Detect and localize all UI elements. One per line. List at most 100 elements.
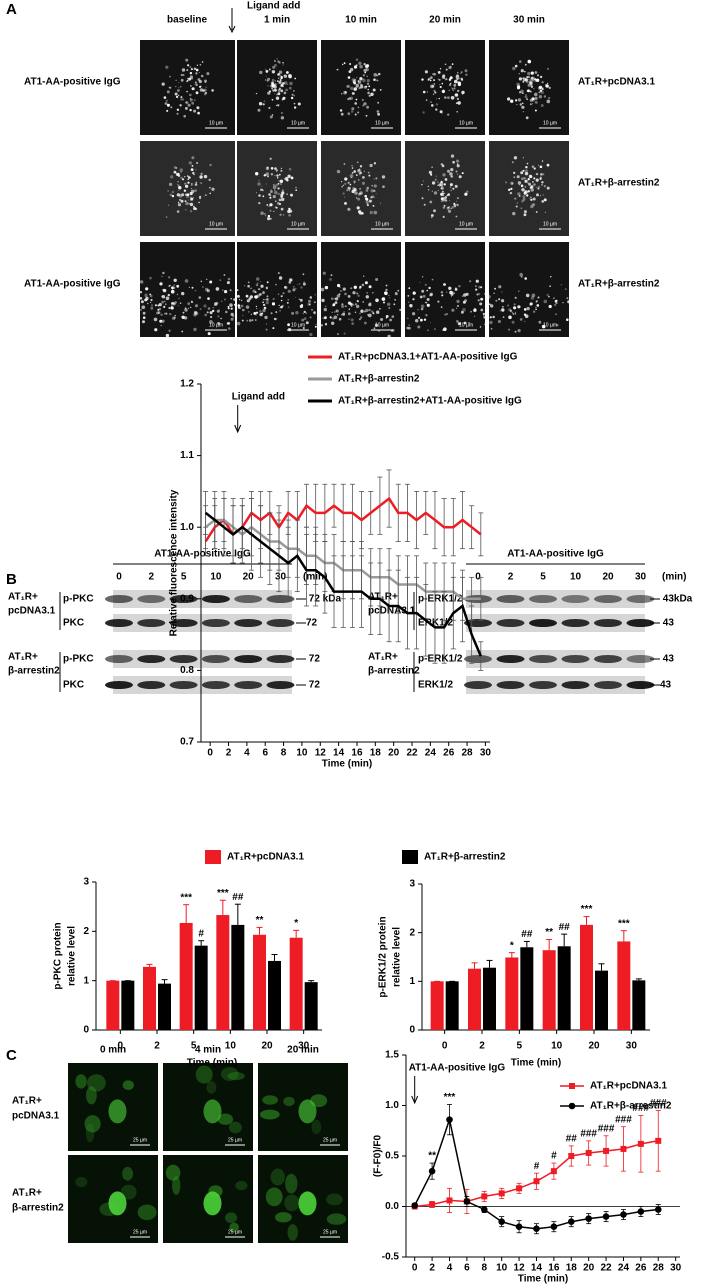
cell <box>122 1080 134 1090</box>
lane-label: 0 <box>116 572 122 583</box>
cell <box>108 1099 127 1124</box>
significance-label: ## <box>566 1134 578 1145</box>
fluorescent-spot <box>532 310 536 313</box>
fluorescent-spot <box>267 214 271 218</box>
fluorescent-spot <box>265 70 269 73</box>
fluorescent-spot <box>359 285 362 289</box>
fluorescent-spot <box>541 88 544 90</box>
x-tick-label: 30 <box>298 1041 310 1052</box>
fluorescent-spot <box>367 91 370 95</box>
fluorescent-spot <box>360 309 364 313</box>
fluorescent-spot <box>176 284 180 288</box>
fluorescent-spot <box>548 304 552 309</box>
legend-label: AT₁R+pcDNA3.1 <box>590 1081 667 1092</box>
fluorescent-spot <box>262 103 265 106</box>
fluorescent-spot <box>286 301 289 304</box>
fluorescent-spot <box>280 193 284 197</box>
fluorescent-spot <box>483 313 486 316</box>
fluorescent-spot <box>182 311 185 314</box>
fluorescent-spot <box>178 193 183 198</box>
fluorescent-spot <box>280 169 283 172</box>
bar <box>121 980 135 1030</box>
fluorescent-spot <box>465 73 468 76</box>
fluorescent-spot <box>451 308 455 312</box>
fluorescent-spot <box>294 287 297 290</box>
fluorescent-spot <box>374 323 378 327</box>
fluorescent-spot <box>544 211 546 213</box>
fluorescent-spot <box>516 82 520 87</box>
fluorescent-spot <box>429 200 433 204</box>
fluorescent-spot <box>428 286 431 290</box>
fluorescent-spot <box>481 298 484 300</box>
fluorescent-spot <box>526 162 529 165</box>
fluorescent-spot <box>375 298 379 303</box>
fluorescent-spot <box>527 59 532 64</box>
bar <box>179 922 193 1030</box>
fluorescent-spot <box>449 76 453 80</box>
fluorescent-spot <box>347 84 351 88</box>
fluorescent-spot <box>526 76 529 79</box>
significance-label: ** <box>256 915 264 926</box>
scale-bar-label: 10 µm <box>375 322 389 328</box>
fluorescent-spot <box>339 286 341 288</box>
error-bar <box>561 933 568 947</box>
fluorescent-spot <box>170 175 174 179</box>
fluorescent-spot <box>139 297 143 300</box>
fluorescent-spot <box>365 308 369 313</box>
fluorescent-spot <box>442 206 446 209</box>
fluorescent-spot <box>444 199 448 202</box>
fluorescent-spot <box>540 173 543 176</box>
fluorescent-spot <box>475 288 478 291</box>
band-name: p-ERK1/2 <box>418 594 463 605</box>
fluorescent-spot <box>514 64 518 68</box>
fluorescent-spot <box>227 277 231 281</box>
x-tick-label: 0 <box>207 748 213 759</box>
fluorescent-spot <box>460 71 463 73</box>
fluorescent-spot <box>277 77 280 79</box>
fluorescent-spot <box>342 312 346 316</box>
fluorescent-spot <box>177 183 179 186</box>
fluorescent-spot <box>535 78 540 83</box>
fluorescent-spot <box>359 191 363 195</box>
fluorescent-spot <box>183 114 186 118</box>
fluorescent-spot <box>447 169 450 173</box>
scale-bar-label: 25 µm <box>228 1137 242 1143</box>
fluorescent-spot <box>442 194 444 197</box>
blot-band <box>201 681 230 689</box>
fluorescent-spot <box>535 300 539 303</box>
fluorescent-spot <box>259 313 263 317</box>
y-tick-label: 3 <box>409 879 415 890</box>
group-label: pcDNA3.1 <box>368 606 416 617</box>
fluorescent-spot <box>273 184 275 186</box>
fluorescent-spot <box>161 295 166 299</box>
fluorescent-spot <box>519 318 523 321</box>
fluorescent-spot <box>192 197 194 199</box>
fluorescent-spot <box>175 167 178 169</box>
fluorescent-spot <box>331 297 334 301</box>
fluorescent-spot <box>355 303 357 305</box>
fluorescent-spot <box>191 188 193 190</box>
fluorescent-spot <box>191 99 193 101</box>
fluorescent-spot <box>437 71 441 74</box>
fluorescent-spot <box>368 313 372 318</box>
fluorescent-spot <box>363 85 367 89</box>
fluorescent-spot <box>280 207 284 211</box>
fluorescent-spot <box>248 311 250 313</box>
size-marker: — 72 <box>296 680 320 691</box>
fluorescent-spot <box>383 301 385 304</box>
fluorescent-spot <box>255 277 260 281</box>
significance-label: # <box>551 1151 557 1162</box>
fluorescent-spot <box>508 328 511 331</box>
y-tick-label: 0.7 <box>180 737 194 748</box>
bar <box>468 968 481 1030</box>
fluorescent-spot <box>433 191 438 195</box>
y-tick-label: 1.0 <box>180 522 194 533</box>
fluorescent-spot <box>171 190 175 194</box>
fluorescent-spot <box>198 195 202 199</box>
fluorescent-spot <box>362 301 365 303</box>
fluorescent-spot <box>352 291 356 295</box>
fluorescent-spot <box>528 182 532 186</box>
fluorescent-spot <box>369 210 373 215</box>
fluorescent-spot <box>176 173 179 176</box>
blot-band <box>234 595 263 603</box>
